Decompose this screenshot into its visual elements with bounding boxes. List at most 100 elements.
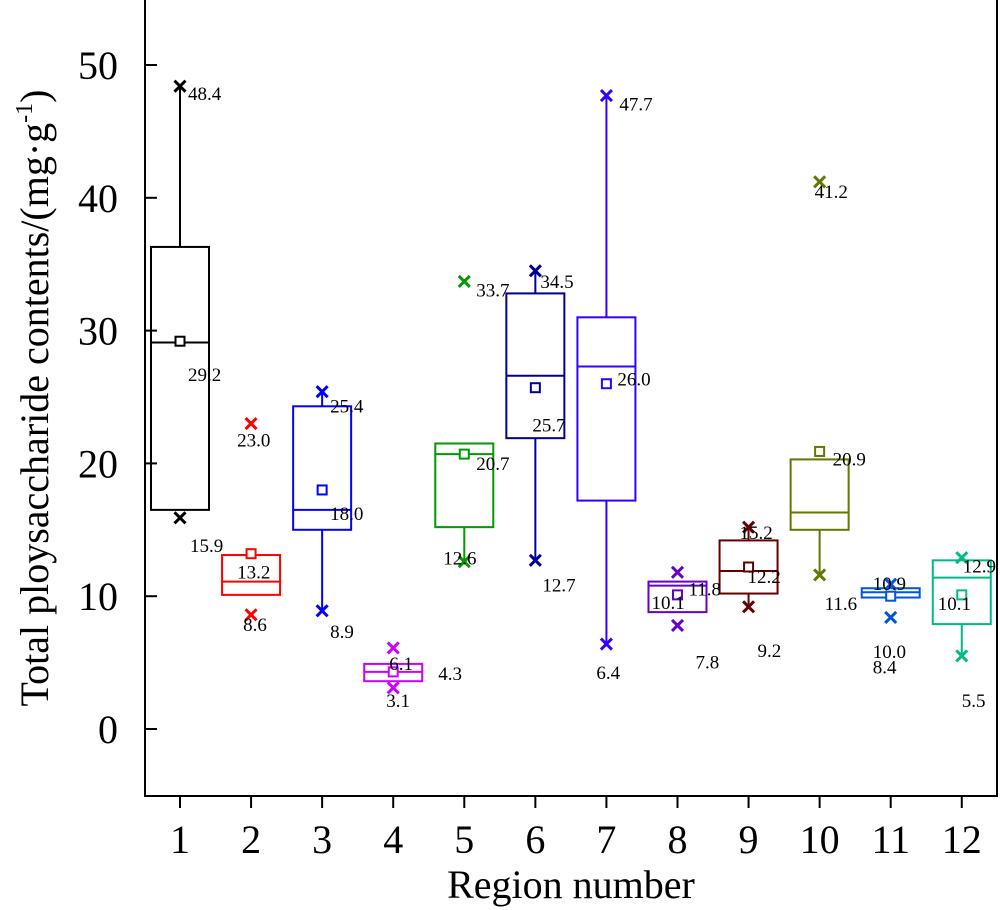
min-marker (315, 604, 329, 618)
box-group-region-9 (718, 520, 779, 614)
x-tick-label: 10 (800, 817, 840, 862)
max-marker (457, 274, 471, 289)
y-axis-title-close: ) (12, 90, 57, 103)
max-marker (386, 641, 400, 655)
box-iqr (576, 316, 637, 502)
data-label: 41.2 (815, 182, 848, 203)
y-tick-label: 40 (78, 176, 118, 221)
x-tick-label: 9 (739, 817, 759, 862)
box-iqr (505, 292, 566, 440)
x-tick-label: 8 (667, 817, 687, 862)
min-marker (599, 637, 613, 651)
box-iqr (647, 580, 708, 614)
data-label: 29.2 (188, 365, 221, 386)
box-group-region-11 (860, 577, 921, 625)
data-labels-layer: 48.4 29.2 15.9 23.0 13.2 8.6 25.4 18.0 8.9 6.1 4.3… (188, 84, 996, 712)
min-marker (884, 610, 898, 625)
data-label: 10.9 (873, 574, 906, 595)
max-marker (813, 175, 827, 189)
box-iqr (718, 539, 779, 595)
y-tick-label: 10 (78, 574, 118, 619)
box-group-region-4 (363, 641, 424, 695)
data-label: 20.9 (833, 449, 866, 470)
data-label: 6.1 (389, 654, 413, 675)
data-label: 12.7 (542, 575, 575, 596)
x-tick-label: 1 (170, 817, 190, 862)
mean-marker (814, 445, 826, 457)
max-marker (315, 385, 329, 399)
mean-marker (387, 666, 399, 678)
min-marker (670, 618, 685, 632)
x-tick-label: 7 (596, 817, 616, 862)
box-group-region-2 (221, 416, 282, 622)
box-iqr (789, 458, 850, 531)
data-label: 10.0 (873, 642, 906, 663)
min-marker (528, 553, 542, 567)
y-tick-label: 50 (78, 43, 118, 88)
min-marker (741, 600, 756, 614)
x-tick-label: 3 (312, 817, 332, 862)
box-iqr (931, 559, 992, 626)
mean-marker (671, 589, 683, 601)
min-marker (457, 555, 471, 569)
data-label: 3.1 (386, 691, 410, 712)
min-marker (955, 649, 969, 663)
data-label: 10.1 (651, 593, 684, 614)
data-label: 8.6 (243, 615, 267, 636)
min-marker (244, 608, 258, 622)
data-label: 12.2 (748, 567, 781, 588)
mean-marker (885, 590, 897, 602)
y-axis-title-main: Total ploysaccharide contents/(mg·g (12, 123, 57, 707)
box-iqr (150, 245, 210, 511)
data-label: 7.8 (695, 652, 719, 673)
max-marker (244, 416, 258, 431)
data-label: 10.1 (938, 594, 971, 615)
mean-marker (743, 561, 755, 573)
box-group-region-1 (150, 79, 210, 525)
y-axis-title: Total ploysaccharide contents/(mg·g-1) (12, 90, 57, 707)
data-label: 25.7 (532, 416, 565, 437)
mean-marker (174, 335, 186, 347)
data-label: 8.9 (330, 622, 354, 643)
mean-marker (956, 589, 968, 601)
data-label: 11.6 (825, 594, 858, 615)
data-label: 18.0 (330, 504, 363, 525)
y-tick-label: 20 (78, 441, 118, 486)
data-label: 47.7 (619, 95, 652, 116)
box-iqr (434, 442, 495, 529)
data-label: 15.2 (740, 523, 773, 544)
data-label: 48.4 (188, 84, 222, 105)
data-label: 5.5 (962, 691, 986, 712)
x-tick-label: 4 (383, 817, 403, 862)
box-group-region-8 (647, 565, 708, 632)
min-marker (173, 511, 187, 525)
x-tick-label: 6 (525, 817, 545, 862)
data-label: 12.9 (963, 557, 996, 578)
max-marker (173, 79, 187, 93)
mean-marker (529, 382, 541, 394)
min-marker (386, 681, 400, 695)
data-label: 20.7 (476, 454, 509, 475)
data-label: 25.4 (330, 397, 364, 418)
box-group-region-5 (434, 274, 495, 569)
data-label: 26.0 (617, 370, 650, 391)
data-label: 6.4 (596, 663, 620, 684)
mean-marker (245, 548, 257, 560)
x-tick-label: 5 (454, 817, 474, 862)
max-marker (741, 520, 756, 534)
x-tick-label: 12 (942, 817, 982, 862)
data-label: 12.6 (443, 549, 476, 570)
data-label: 8.4 (873, 657, 897, 678)
box-group-region-3 (292, 385, 353, 618)
data-label: 23.0 (237, 431, 270, 452)
y-tick-label: 30 (78, 309, 118, 354)
max-marker (884, 577, 898, 591)
data-label: 33.7 (476, 280, 509, 301)
x-axis-title: Region number (447, 862, 695, 907)
max-marker (528, 264, 542, 278)
box-group-region-6 (505, 264, 566, 567)
mean-marker (458, 448, 470, 460)
data-label: 11.8 (688, 579, 721, 600)
